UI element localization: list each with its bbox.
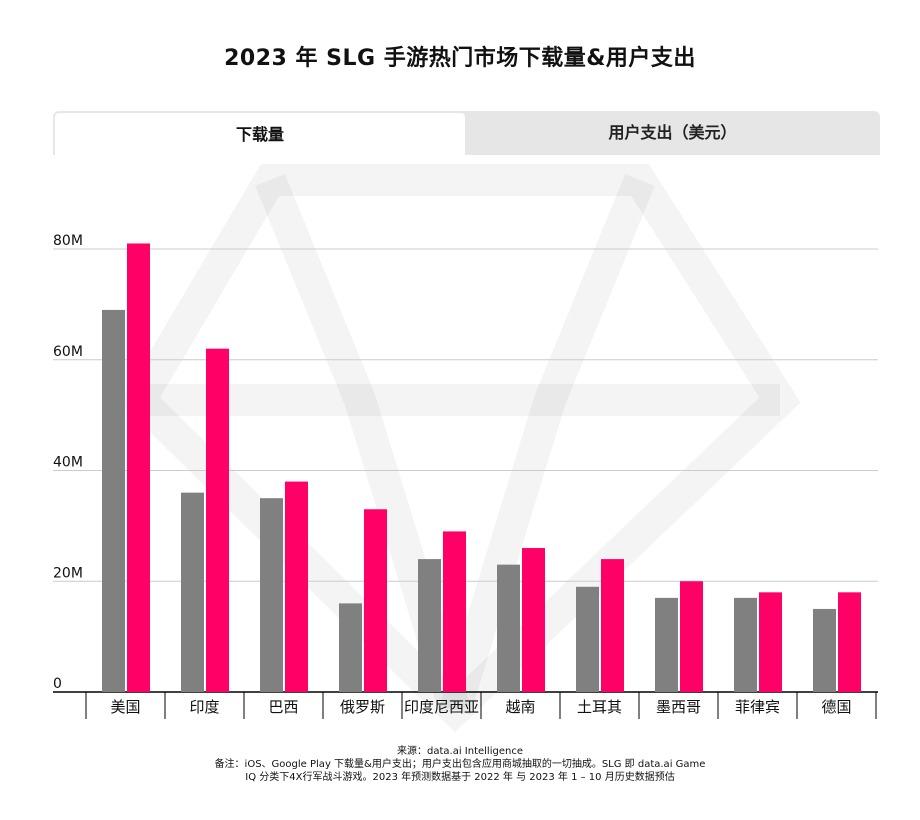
bar-grey-8 xyxy=(734,597,757,692)
watermark-diamond xyxy=(119,164,801,733)
bar-pink-9 xyxy=(838,592,861,692)
x-tick-label: 俄罗斯 xyxy=(340,698,385,716)
bar-grey-0 xyxy=(102,309,125,692)
bar-pink-0 xyxy=(127,243,150,692)
note-line-1: 备注：iOS、Google Play 下载量&用户支出；用户支出包含应用商城抽取… xyxy=(214,759,706,770)
bar-pink-5 xyxy=(522,548,545,692)
bar-grey-3 xyxy=(339,603,362,692)
bar-grey-5 xyxy=(497,564,520,692)
bar-grey-7 xyxy=(655,597,678,692)
x-tick-label: 美国 xyxy=(110,698,140,716)
x-tick-label: 越南 xyxy=(505,698,535,716)
bar-grey-4 xyxy=(418,559,441,692)
bar-pink-6 xyxy=(601,559,624,692)
y-tick-label: 60M xyxy=(53,344,83,360)
metric-tabs: 下载量 用户支出（美元） xyxy=(53,111,880,155)
x-tick-label: 印度 xyxy=(189,698,219,716)
chart-title: 2023 年 SLG 手游热门市场下载量&用户支出 xyxy=(224,46,696,71)
y-tick-label: 0 xyxy=(53,676,62,692)
x-tick-label: 德国 xyxy=(821,698,851,716)
x-tick-label: 墨西哥 xyxy=(656,698,701,716)
x-tick-label: 土耳其 xyxy=(577,698,622,716)
bar-pink-7 xyxy=(680,581,703,692)
bar-grey-2 xyxy=(260,498,283,692)
tab-user-spending[interactable]: 用户支出（美元） xyxy=(608,123,737,142)
tab-downloads[interactable]: 下载量 xyxy=(55,113,465,155)
bar-pink-2 xyxy=(285,481,308,692)
bar-pink-1 xyxy=(206,348,229,692)
bar-pink-8 xyxy=(759,592,782,692)
x-tick-label: 巴西 xyxy=(268,698,298,716)
y-tick-label: 20M xyxy=(53,565,83,581)
y-tick-label: 80M xyxy=(53,233,83,249)
bar-chart: 0 20M 40M 60M 80M 美国 印度 巴西 俄罗斯 印度尼西亚 越南 土耳其 墨西哥 菲律宾 德国 xyxy=(53,164,878,733)
note-line-2: IQ 分类下4X行军战斗游戏。2023 年预测数据基于 2022 年 与 202… xyxy=(245,772,675,783)
source-line: 来源：data.ai Intelligence xyxy=(397,746,523,757)
y-tick-label: 40M xyxy=(53,455,83,471)
x-tick-label: 菲律宾 xyxy=(735,698,780,716)
x-tick-label: 印度尼西亚 xyxy=(404,698,479,716)
source-note: 来源：data.ai Intelligence 备注：iOS、Google Pl… xyxy=(0,745,920,784)
bar-pink-4 xyxy=(443,531,466,692)
bar-grey-6 xyxy=(576,586,599,692)
bar-grey-1 xyxy=(181,492,204,692)
bar-pink-3 xyxy=(364,509,387,692)
bar-grey-9 xyxy=(813,608,836,692)
